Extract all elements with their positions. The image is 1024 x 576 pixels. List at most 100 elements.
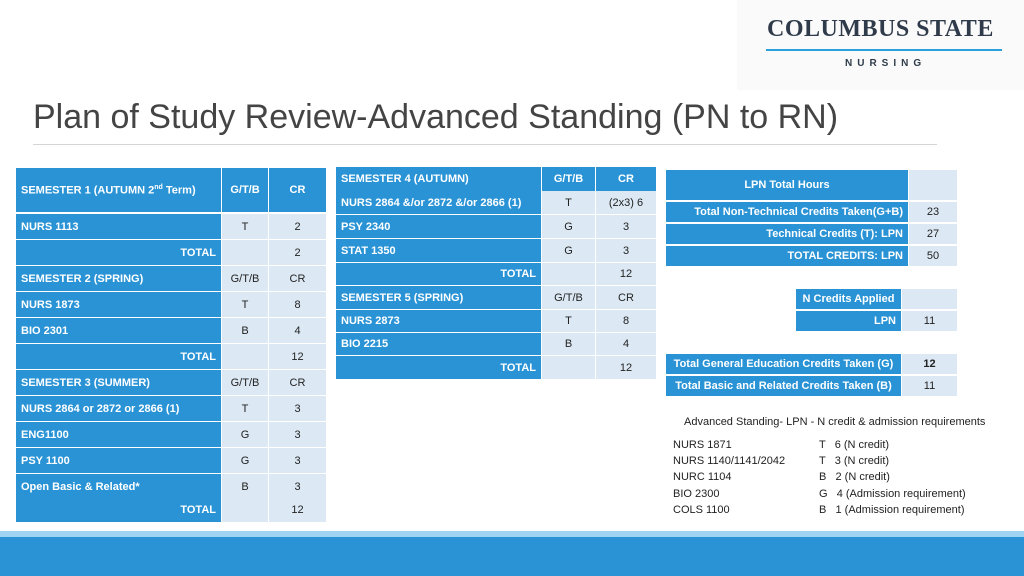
table-row-cr: 4 (596, 333, 656, 355)
table-row-course: NURS 2873 (336, 310, 541, 332)
semester-2-total-cr: 12 (269, 344, 326, 369)
list-item-detail: T 6 (N credit) (819, 439, 890, 451)
semester-4-total-gtb (542, 263, 595, 285)
semester-1-total-cr: 2 (269, 240, 326, 265)
semester-5-total-label: TOTAL (336, 356, 541, 379)
tech-credits-value: 27 (909, 224, 957, 244)
semester-1-cr-header: CR (269, 168, 326, 212)
semester-4-total-cr: 12 (596, 263, 656, 285)
table-row-cr: 3 (596, 215, 656, 238)
semester-3-total-gtb (222, 497, 268, 522)
nontech-credits-value: 23 (909, 202, 957, 222)
semester-4-gtb-header: G/T/B (542, 167, 595, 191)
list-item-detail: B 1 (Admission requirement) (819, 504, 965, 516)
semester-5-header: SEMESTER 5 (SPRING) (336, 286, 541, 309)
semester-1-header-end: Term) (162, 184, 196, 197)
table-row-gtb: G (222, 422, 268, 447)
table-row-course: PSY 2340 (336, 215, 541, 238)
nontech-credits-label: Total Non-Technical Credits Taken(G+B) (666, 202, 908, 222)
total-credits-label: TOTAL CREDITS: LPN (666, 246, 908, 266)
semester-1-total-label: TOTAL (16, 240, 221, 265)
title-divider (33, 144, 937, 145)
table-row-course: STAT 1350 (336, 239, 541, 262)
list-item-detail: B 2 (N credit) (819, 471, 890, 483)
semester-2-cr-header: CR (269, 266, 326, 291)
semester-2-total-gtb (222, 344, 268, 369)
table-row-course: BIO 2301 (16, 318, 221, 343)
table-row-course: BIO 2215 (336, 333, 541, 355)
logo-title: COLUMBUS STATE (767, 16, 994, 42)
semester-3-header: SEMESTER 3 (SUMMER) (16, 370, 221, 395)
gened-credits-label: Total General Education Credits Taken (G… (666, 354, 901, 374)
n-credits-label: N Credits Applied (796, 289, 901, 309)
basic-credits-label: Total Basic and Related Credits Taken (B… (666, 376, 901, 396)
table-row-gtb: B (222, 474, 268, 499)
semester-3-total-cr: 12 (269, 497, 326, 522)
semester-5-total-cr: 12 (596, 356, 656, 379)
semester-4-total-label: TOTAL (336, 263, 541, 285)
semester-4-header: SEMESTER 4 (AUTUMN) (336, 167, 541, 191)
table-row-gtb: T (222, 292, 268, 317)
table-row-cr: 8 (596, 310, 656, 332)
table-row-course: Open Basic & Related* (16, 474, 221, 499)
semester-1-gtb-header: G/T/B (222, 168, 268, 212)
table-row-gtb: T (542, 310, 595, 332)
semester-3-cr-header: CR (269, 370, 326, 395)
table-row-cr: 8 (269, 292, 326, 317)
semester-5-cr-header: CR (596, 286, 656, 309)
logo-area (737, 0, 1024, 90)
semester-1-header-main: SEMESTER 1 (AUTUMN 2 (21, 184, 155, 197)
table-row-gtb: T (542, 191, 595, 214)
table-row-cr: (2x3) 6 (596, 191, 656, 214)
lpn-total-hours-value (909, 170, 957, 200)
table-row-gtb: T (222, 396, 268, 421)
list-item-detail: G 4 (Admission requirement) (819, 488, 966, 500)
semester-1-header: SEMESTER 1 (AUTUMN 2nd Term) (16, 168, 221, 212)
table-row-course: NURS 1113 (16, 214, 221, 239)
footer-bar (0, 531, 1024, 576)
table-row-gtb: G (222, 448, 268, 473)
logo-subtitle: NURSING (845, 58, 927, 69)
n-credits-value (902, 289, 957, 309)
semester-1-total-gtb (222, 240, 268, 265)
table-row-course: PSY 1100 (16, 448, 221, 473)
semester-5-total-gtb (542, 356, 595, 379)
table-row-gtb: B (222, 318, 268, 343)
semester-1-header-text: SEMESTER 1 (AUTUMN 2nd Term) (21, 184, 196, 197)
gened-credits-value: 12 (902, 354, 957, 374)
lpn-n-credits-value: 11 (902, 311, 957, 331)
table-row-cr: 3 (269, 448, 326, 473)
table-row-gtb: B (542, 333, 595, 355)
total-credits-value: 50 (909, 246, 957, 266)
list-item-course: BIO 2300 (673, 488, 720, 500)
table-row-course: NURS 2864 &/or 2872 &/or 2866 (1) (336, 191, 541, 214)
semester-2-total-label: TOTAL (16, 344, 221, 369)
lpn-n-credits-label: LPN (796, 311, 901, 331)
list-item-detail: T 3 (N credit) (819, 455, 890, 467)
table-row-gtb: G (542, 239, 595, 262)
semester-1-header-sup: nd (154, 183, 163, 191)
logo-divider (766, 49, 1002, 51)
tech-credits-label: Technical Credits (T): LPN (666, 224, 908, 244)
semester-2-gtb-header: G/T/B (222, 266, 268, 291)
lpn-total-hours-label: LPN Total Hours (666, 170, 908, 200)
table-row-gtb: G (542, 215, 595, 238)
table-row-gtb: T (222, 214, 268, 239)
table-row-cr: 3 (269, 396, 326, 421)
table-row-cr: 3 (269, 474, 326, 499)
semester-4-cr-header: CR (596, 167, 656, 191)
semester-2-header: SEMESTER 2 (SPRING) (16, 266, 221, 291)
table-row-cr: 4 (269, 318, 326, 343)
table-row-cr: 2 (269, 214, 326, 239)
semester-3-gtb-header: G/T/B (222, 370, 268, 395)
table-row-course: NURS 2864 or 2872 or 2866 (1) (16, 396, 221, 421)
advanced-standing-heading: Advanced Standing- LPN - N credit & admi… (684, 416, 986, 428)
table-row-cr: 3 (269, 422, 326, 447)
list-item-course: NURC 1104 (673, 471, 732, 483)
page-title: Plan of Study Review-Advanced Standing (… (33, 98, 839, 136)
table-row-course: ENG1100 (16, 422, 221, 447)
list-item-course: COLS 1100 (673, 504, 730, 516)
table-row-course: NURS 1873 (16, 292, 221, 317)
list-item-course: NURS 1871 (673, 439, 732, 451)
list-item-course: NURS 1140/1141/2042 (673, 455, 786, 467)
